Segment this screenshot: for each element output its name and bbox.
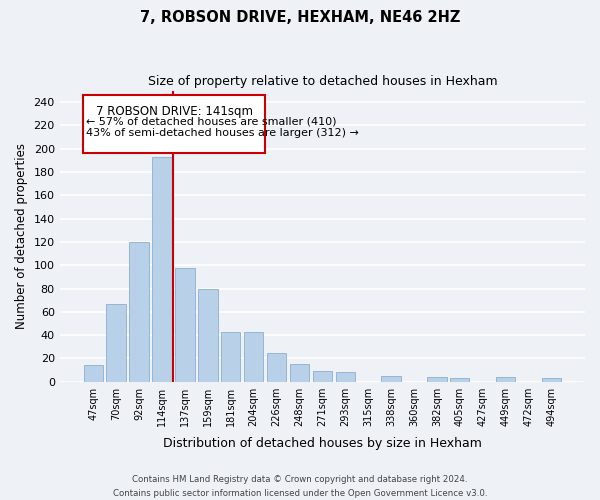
Bar [313,371,332,382]
Title: Size of property relative to detached houses in Hexham: Size of property relative to detached ho… [148,75,497,88]
Bar [542,378,561,382]
Bar [152,157,172,382]
Bar [130,242,149,382]
Bar [198,288,218,382]
Text: 7, ROBSON DRIVE, HEXHAM, NE46 2HZ: 7, ROBSON DRIVE, HEXHAM, NE46 2HZ [140,10,460,25]
Bar [496,377,515,382]
Text: 7 ROBSON DRIVE: 141sqm: 7 ROBSON DRIVE: 141sqm [95,104,253,118]
Bar [83,95,265,154]
X-axis label: Distribution of detached houses by size in Hexham: Distribution of detached houses by size … [163,437,482,450]
Text: ← 57% of detached houses are smaller (410): ← 57% of detached houses are smaller (41… [86,116,337,126]
Bar [290,364,309,382]
Bar [335,372,355,382]
Bar [427,377,446,382]
Bar [450,378,469,382]
Text: Contains HM Land Registry data © Crown copyright and database right 2024.
Contai: Contains HM Land Registry data © Crown c… [113,476,487,498]
Bar [267,352,286,382]
Bar [106,304,126,382]
Bar [382,376,401,382]
Bar [175,268,194,382]
Text: 43% of semi-detached houses are larger (312) →: 43% of semi-detached houses are larger (… [86,128,359,138]
Bar [221,332,241,382]
Bar [244,332,263,382]
Bar [83,366,103,382]
Y-axis label: Number of detached properties: Number of detached properties [15,143,28,329]
